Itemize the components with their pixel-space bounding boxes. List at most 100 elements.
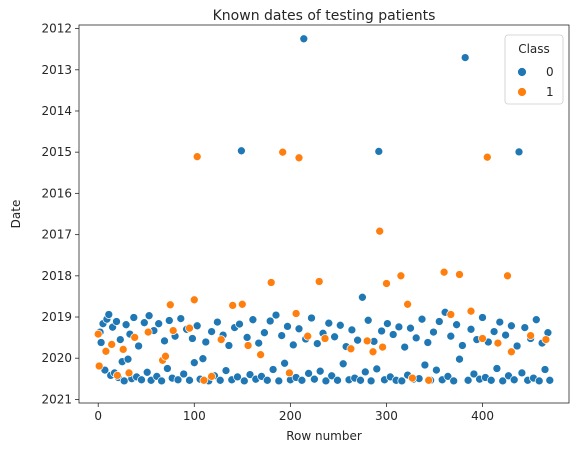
point-class-0 bbox=[489, 327, 499, 336]
point-class-0 bbox=[198, 354, 208, 364]
y-tick-label: 2013 bbox=[41, 63, 72, 77]
point-class-1 bbox=[446, 310, 456, 319]
point-class-0 bbox=[129, 313, 139, 322]
point-class-0 bbox=[347, 325, 357, 335]
point-class-0 bbox=[299, 34, 309, 44]
point-class-0 bbox=[96, 338, 106, 347]
point-class-0 bbox=[446, 331, 456, 341]
point-class-0 bbox=[512, 341, 522, 351]
point-class-1 bbox=[118, 345, 128, 354]
point-class-1 bbox=[94, 361, 104, 371]
point-class-1 bbox=[189, 295, 199, 305]
point-class-0 bbox=[411, 333, 421, 343]
point-class-1 bbox=[199, 375, 209, 385]
point-class-0 bbox=[486, 375, 496, 385]
point-class-1 bbox=[303, 331, 313, 341]
point-class-0 bbox=[338, 359, 348, 369]
point-class-0 bbox=[154, 319, 164, 329]
point-class-0 bbox=[277, 331, 287, 340]
point-class-0 bbox=[363, 315, 373, 325]
point-class-0 bbox=[452, 320, 461, 330]
point-class-0 bbox=[324, 318, 334, 328]
point-class-0 bbox=[254, 338, 264, 348]
y-tick-label: 2017 bbox=[41, 228, 72, 242]
point-class-0 bbox=[164, 316, 174, 325]
point-class-0 bbox=[215, 375, 225, 385]
point-class-1 bbox=[161, 351, 170, 361]
y-axis-label: Date bbox=[9, 200, 23, 229]
point-class-0 bbox=[123, 354, 133, 364]
point-class-0 bbox=[310, 374, 319, 384]
point-class-0 bbox=[534, 376, 544, 386]
point-class-0 bbox=[239, 376, 249, 386]
point-class-0 bbox=[312, 339, 322, 348]
point-class-0 bbox=[262, 375, 272, 385]
point-class-0 bbox=[423, 338, 433, 347]
point-class-0 bbox=[520, 323, 530, 332]
point-class-0 bbox=[460, 53, 470, 62]
point-class-0 bbox=[394, 322, 404, 332]
point-class-1 bbox=[526, 331, 535, 340]
point-class-0 bbox=[207, 327, 216, 336]
point-class-1 bbox=[396, 271, 406, 281]
point-class-1 bbox=[507, 347, 516, 357]
point-class-1 bbox=[362, 336, 372, 346]
point-class-0 bbox=[377, 326, 386, 336]
point-class-1 bbox=[424, 375, 434, 385]
point-class-0 bbox=[142, 367, 152, 377]
point-class-0 bbox=[134, 341, 143, 351]
point-class-1 bbox=[482, 152, 492, 162]
point-class-1 bbox=[228, 301, 238, 310]
point-class-1 bbox=[493, 338, 503, 348]
point-class-0 bbox=[463, 375, 473, 385]
point-class-0 bbox=[160, 336, 169, 346]
point-class-0 bbox=[458, 341, 467, 350]
point-class-1 bbox=[256, 350, 265, 360]
x-axis-label: Row number bbox=[286, 429, 362, 443]
point-class-0 bbox=[157, 376, 166, 386]
point-class-0 bbox=[492, 364, 502, 373]
point-class-1 bbox=[541, 335, 551, 344]
point-class-1 bbox=[346, 344, 356, 354]
point-class-0 bbox=[213, 317, 222, 327]
point-class-0 bbox=[288, 340, 298, 350]
point-class-0 bbox=[179, 369, 189, 379]
point-class-0 bbox=[163, 364, 172, 373]
y-tick-label: 2021 bbox=[41, 393, 72, 407]
point-class-0 bbox=[507, 321, 516, 331]
point-class-1 bbox=[478, 334, 487, 343]
point-class-0 bbox=[397, 376, 407, 386]
point-class-1 bbox=[278, 147, 288, 157]
point-class-0 bbox=[434, 317, 444, 326]
x-axis: 0 100 200 300 400 bbox=[94, 403, 494, 423]
point-class-0 bbox=[495, 317, 505, 327]
point-class-1 bbox=[285, 368, 294, 378]
point-class-0 bbox=[248, 315, 258, 325]
point-class-1 bbox=[291, 309, 301, 318]
point-class-0 bbox=[271, 310, 281, 320]
point-class-0 bbox=[432, 365, 441, 375]
point-class-1 bbox=[165, 300, 175, 310]
point-class-1 bbox=[143, 327, 153, 337]
point-class-0 bbox=[139, 318, 149, 328]
x-tick-label: 0 bbox=[94, 409, 102, 423]
point-class-0 bbox=[498, 376, 508, 386]
point-class-0 bbox=[330, 332, 339, 342]
legend-marker-class-0 bbox=[517, 67, 527, 77]
point-class-0 bbox=[400, 342, 410, 352]
point-class-1 bbox=[237, 299, 247, 309]
point-class-1 bbox=[455, 270, 464, 279]
point-class-1 bbox=[243, 341, 253, 350]
point-class-0 bbox=[420, 360, 430, 370]
point-class-1 bbox=[294, 153, 304, 163]
point-class-0 bbox=[280, 358, 289, 368]
point-class-0 bbox=[233, 372, 242, 382]
point-class-1 bbox=[466, 306, 476, 316]
point-class-0 bbox=[358, 292, 367, 302]
point-class-1 bbox=[93, 329, 103, 339]
point-class-0 bbox=[137, 375, 146, 385]
point-class-0 bbox=[514, 147, 524, 157]
legend-label-class-0: 0 bbox=[546, 65, 554, 79]
point-class-0 bbox=[119, 376, 129, 386]
